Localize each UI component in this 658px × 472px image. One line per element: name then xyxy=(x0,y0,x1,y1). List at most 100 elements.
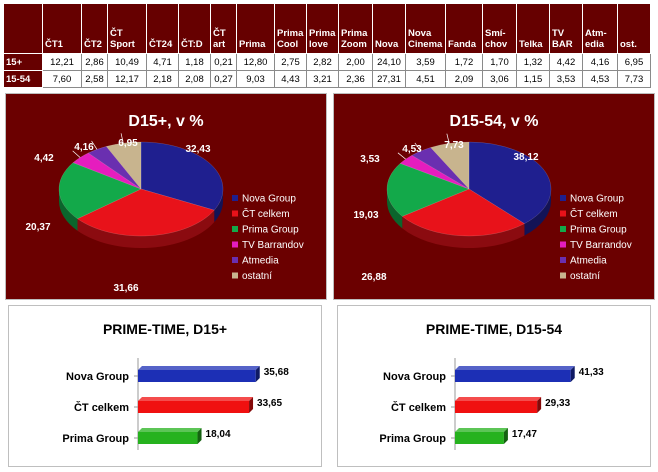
legend-label: TV Barrandov xyxy=(570,240,632,251)
legend-swatch xyxy=(232,226,238,232)
pie-chart-d15-54: D15-54, v % 38,12 26,88 19,03 3,53 4,53 7,73 No… xyxy=(353,113,632,283)
data-label: 35,68 xyxy=(264,367,289,378)
column-header-text: chov xyxy=(485,39,508,50)
bar-side-face xyxy=(537,397,542,413)
legend-swatch xyxy=(560,195,566,201)
legend-label: Nova Group xyxy=(242,194,296,205)
table-cell: 2,36 xyxy=(338,70,373,88)
legend-swatch xyxy=(560,272,566,279)
pie-slice xyxy=(386,163,470,217)
data-label: 4,53 xyxy=(402,144,422,155)
legend-swatch xyxy=(560,257,566,263)
leader-line xyxy=(72,150,81,158)
legend-swatch xyxy=(232,241,238,248)
bar-top-face xyxy=(138,397,254,401)
pie-panel-d15plus: D15+, v % 32,43 31,66 20,37 4,42 4,16 6,95 Nova… xyxy=(5,93,327,300)
legend-swatch xyxy=(232,257,238,263)
chart-title: PRIME-TIME, D15+ xyxy=(103,321,227,337)
pie-slice xyxy=(105,141,142,190)
legend-label: Nova Group xyxy=(570,194,624,205)
pie-slice xyxy=(58,162,142,220)
column-header-text: Prima xyxy=(277,28,304,39)
column-header: Prima Cool xyxy=(274,3,307,54)
bar xyxy=(138,401,250,413)
table-cell: 1,15 xyxy=(516,70,550,88)
bar-panel-d15-54: PRIME-TIME, D15-54 Nova Group 41,33 ČT celk… xyxy=(337,305,651,467)
column-header-text: art xyxy=(213,39,226,50)
legend-swatch xyxy=(232,272,238,279)
column-header: Smí-chov xyxy=(482,3,517,54)
column-header: ČT:D xyxy=(178,3,211,54)
column-header: Prima Zoom xyxy=(338,3,373,54)
column-header-text: Zoom xyxy=(341,39,367,50)
data-label: 26,88 xyxy=(361,272,386,283)
column-header: Telka xyxy=(516,3,550,54)
legend-swatch xyxy=(560,226,566,232)
column-header-text: Prima xyxy=(341,28,368,39)
leader-line xyxy=(91,140,98,150)
category-label: Nova Group xyxy=(383,371,446,383)
table-cell: 2,86 xyxy=(81,53,108,71)
bar-side-face xyxy=(503,428,508,444)
pie-depth-group xyxy=(387,189,551,248)
bar xyxy=(138,370,256,382)
chart-title: D15-54, v % xyxy=(450,113,539,130)
column-header-text: ČT xyxy=(110,28,123,39)
column-header-text: Nova xyxy=(408,28,432,39)
column-header: ČT Sport xyxy=(107,3,147,54)
column-header: ČT1 xyxy=(42,3,82,54)
pie-panel-d15-54: D15-54, v % 38,12 26,88 19,03 3,53 4,53 7,73 No… xyxy=(333,93,655,300)
column-header-text: Atm- xyxy=(585,28,607,39)
column-header: Atm-edia xyxy=(582,3,618,54)
pie-slice-side xyxy=(524,189,551,236)
data-label: 33,65 xyxy=(257,398,282,409)
table-cell: 4,71 xyxy=(146,53,179,71)
legend-label: TV Barrandov xyxy=(242,240,304,251)
column-header: TV BAR xyxy=(549,3,583,54)
data-label: 29,33 xyxy=(545,398,570,409)
category-label: ČT celkem xyxy=(74,401,129,414)
column-header-text: Smí- xyxy=(485,28,506,39)
table-cell: 12,21 xyxy=(42,53,82,71)
column-header-text: ČT24 xyxy=(149,39,173,50)
column-header-text: BAR xyxy=(552,39,573,50)
bar-chart-d15plus: PRIME-TIME, D15+ Nova Group 35,68 ČT celkem… xyxy=(62,321,289,450)
column-header: ČT2 xyxy=(81,3,108,54)
bar-top-face xyxy=(138,366,260,370)
column-header-text: edia xyxy=(585,39,605,50)
data-label: 38,12 xyxy=(513,152,538,163)
table-cell: 1,72 xyxy=(445,53,483,71)
data-label: 31,66 xyxy=(113,283,138,294)
table-cell: 4,43 xyxy=(274,70,307,88)
table-cell: 0,21 xyxy=(210,53,237,71)
table-cell: 2,09 xyxy=(445,70,483,88)
legend-label: ČT celkem xyxy=(242,207,290,220)
chart-title: PRIME-TIME, D15-54 xyxy=(426,321,562,337)
column-header-text: Cinema xyxy=(408,39,443,50)
table-cell: 2,00 xyxy=(338,53,373,71)
pie-slice-side xyxy=(59,189,78,231)
table-cell: 27,31 xyxy=(372,70,406,88)
pie-slice xyxy=(411,147,470,190)
column-header: Prima love xyxy=(306,3,339,54)
table-cell: 1,32 xyxy=(516,53,550,71)
table-cell: 0,27 xyxy=(210,70,237,88)
pie-slice xyxy=(77,188,215,237)
row-label: 15+ xyxy=(3,53,43,71)
share-table: ČT1 ČT2 ČT Sport ČT24 ČT:D ČT art Prima Prima Cool… xyxy=(3,3,651,88)
leader-line xyxy=(446,133,450,144)
table-cell: 24,10 xyxy=(372,53,406,71)
table-cell: 2,18 xyxy=(146,70,179,88)
table-cell: 2,08 xyxy=(178,70,211,88)
bar xyxy=(455,401,538,413)
category-label: Prima Group xyxy=(379,433,446,445)
table-row: 15-54 7,60 2,58 12,17 2,18 2,08 0,27 9,03 4,43 3,… xyxy=(3,70,651,88)
column-header-text: Telka xyxy=(519,39,543,50)
leader-line xyxy=(397,152,406,160)
bar-side-face xyxy=(197,428,202,444)
legend-swatch xyxy=(232,210,238,217)
table-row: 15+ 12,21 2,86 10,49 4,71 1,18 0,21 12,80 2,75 2,… xyxy=(3,53,651,71)
table-cell: 3,59 xyxy=(405,53,446,71)
table-cell: 3,21 xyxy=(306,70,339,88)
category-label: Prima Group xyxy=(62,433,129,445)
